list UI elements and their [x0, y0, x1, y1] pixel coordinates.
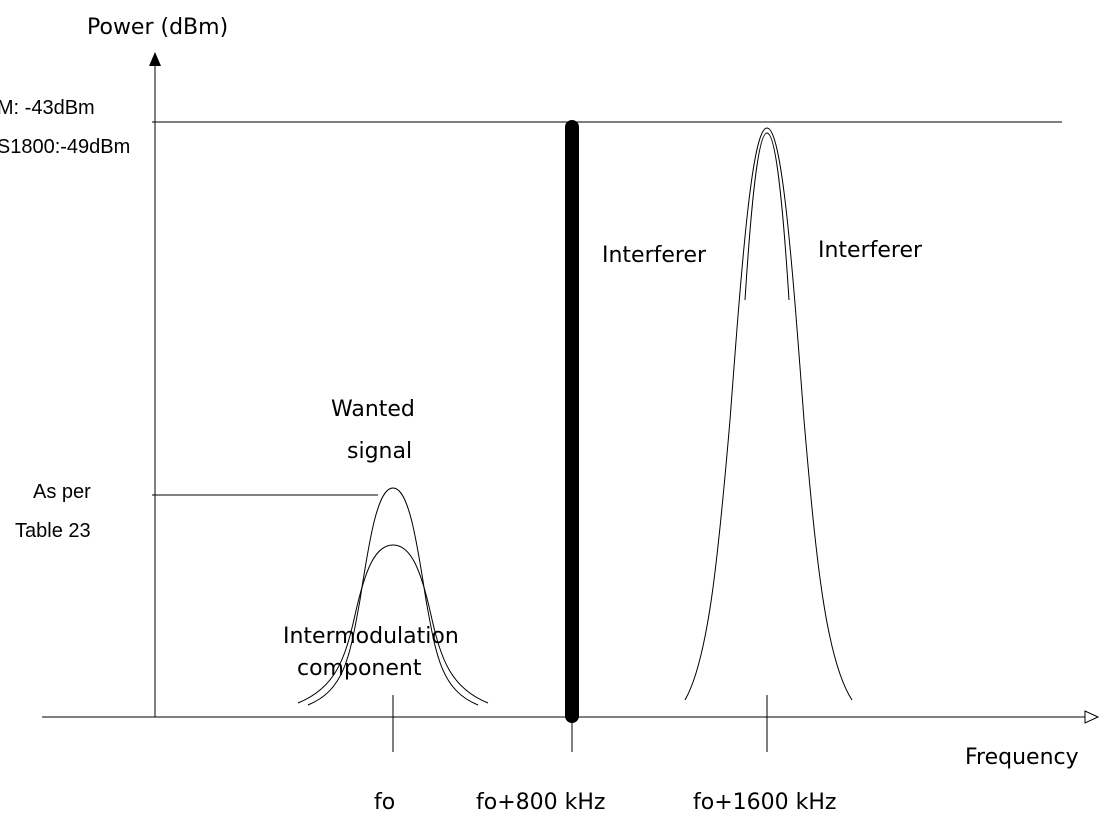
tick-label-fo: fo [374, 790, 395, 815]
level-label-dcs: DCS1800:-49dBm [0, 136, 130, 158]
modulated-interferer-outer [684, 127, 853, 701]
intermod-component-curve [297, 544, 489, 704]
y-axis-title: Power (dBm) [87, 15, 228, 40]
tick-label-fo-800: fo+800 kHz [476, 790, 605, 815]
x-axis-arrowhead [1084, 710, 1100, 724]
wanted-signal-label-1: Wanted [331, 397, 415, 422]
wanted-signal-label-2: signal [347, 439, 412, 464]
intermod-label-2: component [297, 656, 422, 681]
level-label-as-per: As per [33, 481, 91, 503]
modulated-interferer-inner [744, 132, 790, 301]
level-label-gsm: GSM: -43dBm [0, 97, 95, 119]
modulated-interferer-label: Interferer [818, 238, 923, 263]
cw-interferer-label: Interferer [602, 243, 707, 268]
tick-label-fo-1600: fo+1600 kHz [693, 790, 836, 815]
intermod-label-1: Intermodulation [283, 624, 459, 649]
y-axis-arrowhead [149, 52, 161, 66]
level-label-table: Table 23 [15, 520, 91, 542]
wanted-signal-curve [307, 487, 479, 706]
x-axis-title: Frequency [965, 745, 1079, 770]
